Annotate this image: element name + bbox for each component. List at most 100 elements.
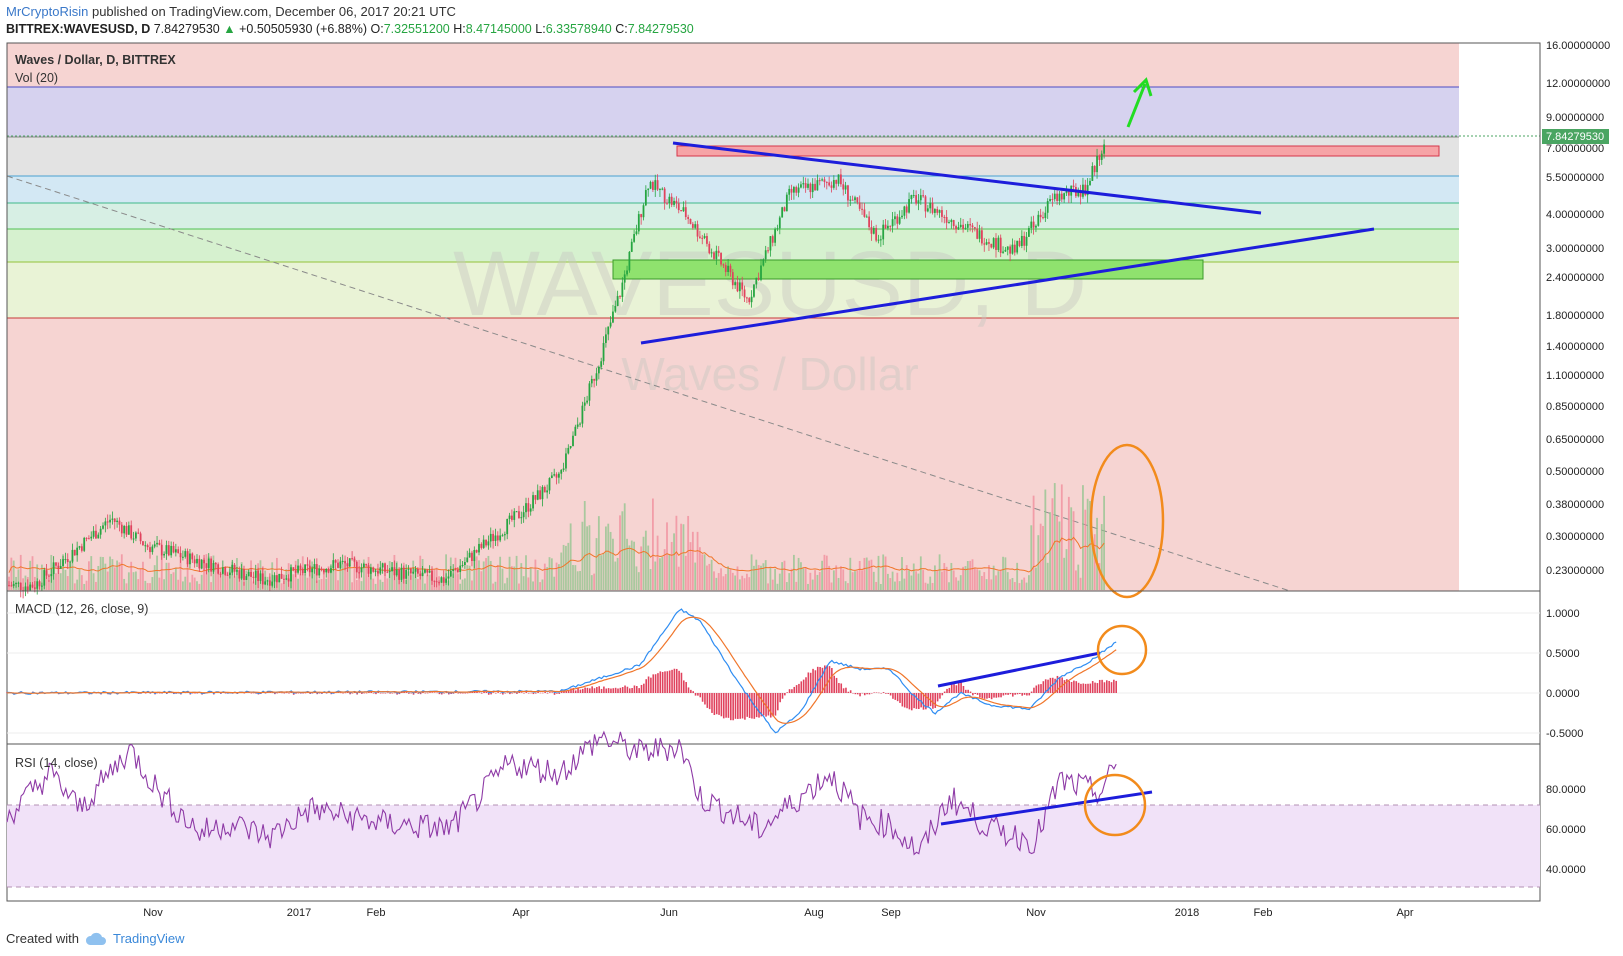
author-link[interactable]: MrCryptoRisin bbox=[6, 4, 89, 19]
candle-body bbox=[755, 277, 758, 285]
candle-body bbox=[818, 180, 821, 182]
volume-bar bbox=[565, 545, 567, 590]
price-tick-label: 1.10000000 bbox=[1546, 370, 1604, 382]
macd-hist-bar bbox=[657, 673, 659, 693]
candle-body bbox=[125, 525, 128, 535]
candle-body bbox=[771, 236, 774, 243]
candle-body bbox=[715, 250, 718, 259]
time-axis[interactable]: Nov 2017 Feb Apr Jun Aug Sep Nov 2018 Feb Apr bbox=[143, 907, 1414, 919]
candle-body bbox=[1037, 214, 1040, 226]
macd-hist-bar bbox=[643, 683, 645, 693]
macd-hist-bar bbox=[856, 693, 859, 695]
macd-hist-bar bbox=[361, 693, 363, 694]
candle-body bbox=[1056, 193, 1058, 201]
macd-hist-bar bbox=[751, 693, 753, 719]
candle-body bbox=[687, 217, 690, 219]
volume-bar bbox=[767, 583, 769, 590]
candle-body bbox=[449, 570, 452, 577]
candle-body bbox=[421, 572, 424, 576]
macd-hist-bar bbox=[490, 693, 492, 695]
macd-tick-label: 1.0000 bbox=[1546, 608, 1580, 620]
volume-bar bbox=[966, 560, 969, 590]
volume-bar bbox=[468, 565, 471, 590]
macd-pane-frame bbox=[6, 590, 1541, 745]
time-tick-label: Aug bbox=[804, 907, 824, 919]
dashed-trendline[interactable] bbox=[6, 175, 1291, 592]
volume-bar bbox=[668, 554, 671, 590]
candle-body bbox=[283, 578, 285, 580]
macd-hist-bar bbox=[699, 693, 702, 698]
upper-trendline[interactable] bbox=[672, 141, 1262, 215]
volume-bar bbox=[534, 559, 537, 590]
candle-body bbox=[254, 570, 257, 578]
volume-bar bbox=[489, 560, 492, 590]
candle-body bbox=[456, 569, 459, 573]
candle-body bbox=[1093, 166, 1096, 173]
macd-hist-bar bbox=[614, 687, 617, 693]
macd-hist-bar bbox=[297, 692, 300, 694]
volume-bar bbox=[405, 579, 408, 590]
macd-axis[interactable]: 1.0000 0.5000 0.0000 -0.5000 bbox=[1546, 608, 1583, 740]
macd-hist-bar bbox=[690, 689, 692, 693]
price-axis[interactable]: 16.00000000 12.00000000 9.00000000 7.000000… bbox=[1546, 40, 1610, 577]
volume-bar bbox=[92, 573, 95, 590]
volume-highlight-ellipse[interactable] bbox=[1089, 443, 1165, 599]
candle-body bbox=[619, 296, 621, 298]
macd-hist-bar bbox=[537, 691, 539, 693]
volume-bar bbox=[628, 545, 631, 590]
rsi-highlight-circle[interactable] bbox=[1083, 773, 1147, 837]
time-tick-label: Nov bbox=[1026, 907, 1046, 919]
tradingview-brand[interactable]: TradingView bbox=[112, 931, 185, 946]
macd-hist-bar bbox=[318, 692, 321, 694]
candle-body bbox=[1020, 235, 1023, 246]
rsi-trendline[interactable] bbox=[940, 790, 1153, 826]
macd-highlight-circle[interactable] bbox=[1096, 624, 1148, 676]
candle-body bbox=[506, 518, 509, 535]
volume-bar bbox=[753, 565, 755, 590]
candle-body bbox=[703, 236, 706, 238]
volume-bar bbox=[562, 544, 565, 590]
volume-bar bbox=[882, 554, 885, 590]
resistance-zone[interactable] bbox=[676, 145, 1440, 157]
candle-body bbox=[489, 533, 492, 542]
volume-bar bbox=[252, 581, 255, 590]
volume-bar bbox=[583, 501, 586, 590]
candle-body bbox=[525, 503, 527, 513]
macd-hist-bar bbox=[652, 674, 655, 693]
candle-body bbox=[717, 250, 720, 254]
macd-trendline[interactable] bbox=[937, 651, 1101, 688]
candle-body bbox=[33, 587, 36, 589]
volume-bar bbox=[193, 577, 196, 590]
candle-body bbox=[409, 568, 412, 574]
volume-bar bbox=[120, 554, 123, 590]
macd-hist-bar bbox=[650, 677, 652, 693]
candle-body bbox=[243, 569, 245, 580]
macd-hist-bar bbox=[276, 692, 279, 694]
created-with-text: Created with bbox=[6, 931, 79, 946]
macd-hist-bar bbox=[274, 693, 276, 695]
candle-body bbox=[541, 486, 544, 500]
volume-bar bbox=[959, 575, 962, 590]
candle-body bbox=[842, 184, 845, 190]
volume-bar bbox=[910, 575, 913, 590]
breakout-arrow-icon[interactable] bbox=[1126, 77, 1153, 128]
candle-body bbox=[365, 563, 368, 566]
macd-hist-bar bbox=[1070, 681, 1073, 693]
rsi-axis[interactable]: 80.0000 60.0000 40.0000 bbox=[1546, 784, 1586, 876]
macd-hist-bar bbox=[715, 693, 718, 715]
candle-body bbox=[583, 402, 586, 406]
candle-body bbox=[1028, 228, 1030, 237]
candle-body bbox=[550, 475, 553, 479]
macd-hist-bar bbox=[640, 684, 643, 693]
candle-body bbox=[1049, 199, 1051, 202]
lower-trendline[interactable] bbox=[640, 227, 1375, 345]
volume-bar bbox=[856, 570, 859, 590]
candle-body bbox=[306, 564, 309, 566]
macd-hist-bar bbox=[692, 691, 694, 693]
candle-body bbox=[985, 242, 988, 245]
candle-body bbox=[912, 195, 915, 197]
candle-body bbox=[955, 226, 957, 230]
macd-hist-bar bbox=[873, 692, 875, 693]
candle-body bbox=[663, 188, 666, 203]
